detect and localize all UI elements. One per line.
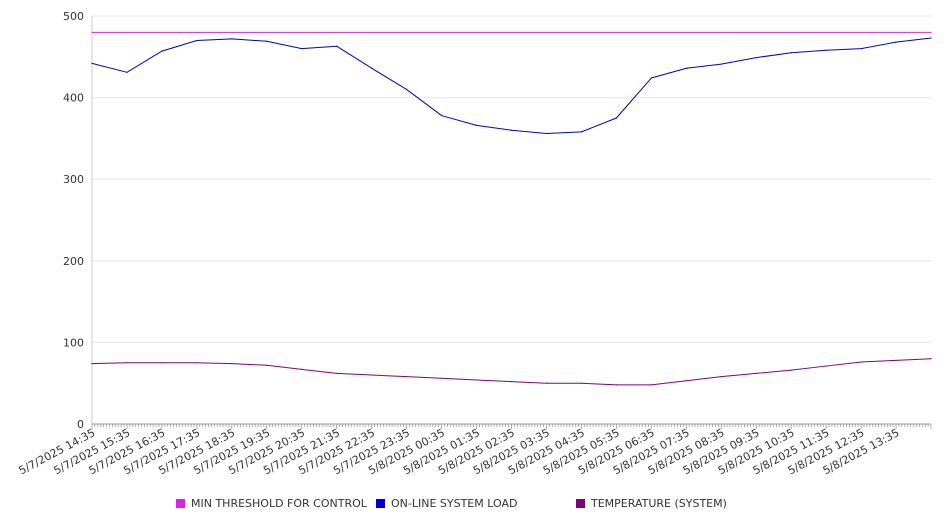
data-point-temperature-system [231,363,233,365]
data-point-min-threshold-for-control [91,31,93,33]
data-point-on-line-system-load [266,40,268,42]
data-point-temperature-system [685,380,687,382]
data-point-temperature-system [371,374,373,376]
y-tick-label: 100 [63,336,84,349]
axes [91,16,932,429]
data-point-on-line-system-load [440,114,443,117]
y-tick-label: 500 [63,10,84,23]
data-point-temperature-system [860,361,862,363]
data-point-on-line-system-load [930,37,932,39]
data-point-temperature-system [126,362,128,364]
data-point-temperature-system [615,384,617,386]
data-point-on-line-system-load [685,67,687,69]
legend-label: MIN THRESHOLD FOR CONTROL [191,497,367,510]
y-tick-label: 0 [77,418,84,431]
legend-swatch [176,499,185,508]
data-point-temperature-system [475,379,478,381]
data-point-on-line-system-load [371,67,373,69]
data-point-on-line-system-load [580,131,583,133]
data-point-on-line-system-load [720,63,722,65]
data-point-temperature-system [196,362,198,364]
series-line-temperature-system [91,358,932,386]
legend-swatch [376,499,385,508]
data-point-temperature-system [406,376,408,378]
gridlines [92,15,931,343]
legend-item: TEMPERATURE (SYSTEM) [576,497,727,510]
data-point-temperature-system [825,365,827,367]
y-tick-label: 200 [63,255,84,268]
data-point-temperature-system [755,372,757,375]
data-point-on-line-system-load [650,77,652,79]
data-point-on-line-system-load [406,88,408,91]
legend-label: TEMPERATURE (SYSTEM) [591,497,727,510]
data-point-on-line-system-load [336,45,338,47]
data-point-on-line-system-load [895,41,897,43]
data-point-temperature-system [930,358,932,360]
data-point-on-line-system-load [755,57,757,59]
data-point-temperature-system [545,382,548,384]
data-point-temperature-system [336,372,338,375]
data-point-temperature-system [440,377,443,379]
data-point-on-line-system-load [301,48,303,50]
legend: MIN THRESHOLD FOR CONTROL ON-LINE SYSTEM … [0,497,946,517]
data-point-on-line-system-load [615,117,617,119]
legend-item: ON-LINE SYSTEM LOAD [376,497,517,510]
data-point-on-line-system-load [196,39,198,42]
data-point-on-line-system-load [860,48,862,50]
legend-label: ON-LINE SYSTEM LOAD [391,497,518,510]
data-point-on-line-system-load [161,50,163,52]
x-tick-labels: 5/7/2025 14:355/7/2025 15:355/7/2025 16:… [17,426,902,477]
legend-item: MIN THRESHOLD FOR CONTROL [176,497,367,510]
data-point-on-line-system-load [91,62,93,64]
data-point-on-line-system-load [231,38,233,40]
data-point-temperature-system [266,364,268,366]
data-point-on-line-system-load [475,124,478,126]
data-point-temperature-system [580,382,583,384]
data-point-temperature-system [510,380,513,383]
data-point-temperature-system [790,369,792,371]
data-point-on-line-system-load [510,129,513,131]
data-point-temperature-system [301,368,303,370]
y-tick-labels: 0 100 200 300 400 500 [63,10,84,431]
data-point-on-line-system-load [545,132,548,135]
data-point-on-line-system-load [126,71,128,73]
data-point-temperature-system [161,362,163,364]
data-point-temperature-system [91,363,93,365]
y-tick-label: 400 [63,92,84,105]
data-point-min-threshold-for-control [930,31,932,33]
legend-swatch [576,499,585,508]
data-point-temperature-system [650,384,652,386]
data-point-on-line-system-load [825,49,827,51]
y-tick-label: 300 [63,173,84,186]
series-lines [91,31,932,386]
data-point-on-line-system-load [790,52,792,54]
series-line-on-line-system-load [91,37,932,134]
data-point-temperature-system [895,359,897,361]
data-point-temperature-system [720,376,722,378]
